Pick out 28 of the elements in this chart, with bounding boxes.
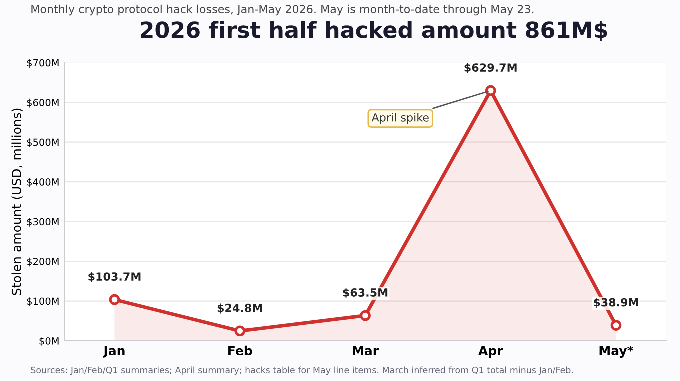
x-tick-label: Jan — [103, 346, 125, 358]
y-tick-label: $400M — [27, 178, 59, 188]
y-axis-title: Stolen amount (USD, millions) — [12, 108, 23, 296]
y-tick-label: $700M — [27, 59, 59, 68]
data-label: $103.7M — [88, 272, 141, 282]
data-label: $629.7M — [464, 63, 517, 74]
chart-subtitle: Monthly crypto protocol hack losses, Jan-May 2026. May is month-to-date through May 23. — [32, 4, 534, 16]
y-tick-label: $500M — [27, 138, 59, 148]
data-label: $63.5M — [343, 288, 388, 298]
source-note: Sources: Jan/Feb/Q1 summaries; April summary; hacks table for May line items. March inferred from Q1 total minus Jan/Feb. — [31, 366, 574, 376]
x-tick-label: May* — [600, 346, 634, 358]
y-tick-label: $0M — [40, 337, 59, 346]
point — [234, 326, 246, 337]
y-tick-label: $600M — [27, 98, 59, 108]
data-label: $24.8M — [218, 304, 262, 314]
y-tick-label: $100M — [27, 298, 59, 306]
x-tick-label: Apr — [478, 346, 504, 358]
y-tick-label: $300M — [27, 218, 59, 227]
x-tick-label: Mar — [353, 346, 379, 356]
point — [485, 85, 496, 96]
chart-title: 2026 first half hacked amount 861M$ — [140, 21, 608, 42]
x-tick-label: Feb — [228, 346, 252, 356]
point — [109, 294, 120, 306]
data-label: $38.9M — [594, 298, 638, 308]
point — [610, 320, 622, 331]
point — [360, 310, 371, 322]
y-tick-label: $200M — [27, 258, 59, 267]
annotation: April spike — [372, 113, 429, 124]
